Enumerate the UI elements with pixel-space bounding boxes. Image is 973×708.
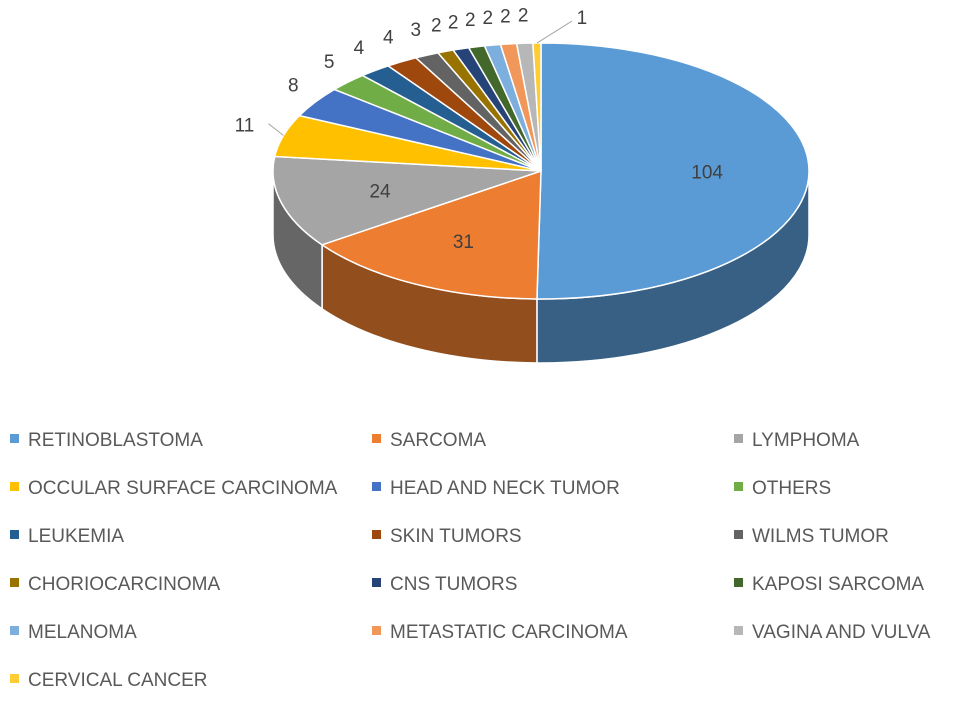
data-label-metastatic-carcinoma: 2 xyxy=(500,6,511,27)
legend-item-occular-surface-carcinoma: OCCULAR SURFACE CARCINOMA xyxy=(10,476,337,502)
data-label-retinoblastoma: 104 xyxy=(691,163,723,184)
legend-swatch xyxy=(372,578,381,588)
data-label-leukemia: 4 xyxy=(354,38,365,59)
legend-swatch xyxy=(10,482,19,492)
legend-label: VAGINA AND VULVA xyxy=(752,622,931,643)
leader-line-cervical-cancer xyxy=(536,20,573,44)
legend-swatch xyxy=(372,482,381,492)
legend-label: SKIN TUMORS xyxy=(390,526,522,547)
data-label-sarcoma: 31 xyxy=(453,232,474,253)
data-label-others: 5 xyxy=(324,52,335,73)
legend-label: HEAD AND NECK TUMOR xyxy=(390,478,620,499)
legend-swatch xyxy=(10,530,19,540)
legend-swatch xyxy=(734,482,743,492)
legend-label: MELANOMA xyxy=(28,622,137,643)
legend-item-wilms-tumor: WILMS TUMOR xyxy=(734,524,889,550)
leader-line-occular-surface-carcinoma xyxy=(268,123,284,136)
legend-item-head-and-neck-tumor: HEAD AND NECK TUMOR xyxy=(372,476,620,502)
legend-item-others: OTHERS xyxy=(734,476,831,502)
legend-swatch xyxy=(734,626,743,636)
legend-label: CERVICAL CANCER xyxy=(28,670,208,691)
legend-label: LYMPHOMA xyxy=(752,430,860,451)
slice-retinoblastoma xyxy=(536,42,810,300)
data-label-cervical-cancer: 1 xyxy=(577,8,588,29)
leader-lines xyxy=(268,20,573,136)
legend-item-choriocarcinoma: CHORIOCARCINOMA xyxy=(10,572,220,598)
legend-label: OTHERS xyxy=(752,478,832,499)
legend-item-leukemia: LEUKEMIA xyxy=(10,524,124,550)
legend-item-kaposi-sarcoma: KAPOSI SARCOMA xyxy=(734,572,924,598)
data-label-head-and-neck-tumor: 8 xyxy=(288,76,299,97)
legend-item-lymphoma: LYMPHOMA xyxy=(734,428,859,454)
legend-item-metastatic-carcinoma: METASTATIC CARCINOMA xyxy=(372,620,628,646)
legend-label: OCCULAR SURFACE CARCINOMA xyxy=(28,478,338,499)
legend-item-cervical-cancer: CERVICAL CANCER xyxy=(10,668,208,694)
legend-swatch xyxy=(734,530,743,540)
legend-label: METASTATIC CARCINOMA xyxy=(390,622,628,643)
legend-swatch xyxy=(372,530,381,540)
legend-swatch xyxy=(734,434,743,444)
slice-sarcoma xyxy=(320,169,542,300)
data-label-melanoma: 2 xyxy=(482,8,493,29)
legend-label: WILMS TUMOR xyxy=(752,526,889,547)
legend-swatch xyxy=(10,434,19,444)
data-label-lymphoma: 24 xyxy=(369,182,391,203)
pie-sides xyxy=(272,170,810,364)
legend-swatch xyxy=(10,578,19,588)
legend-item-vagina-and-vulva: VAGINA AND VULVA xyxy=(734,620,930,646)
slice-lymphoma xyxy=(272,155,542,246)
data-label-kaposi-sarcoma: 2 xyxy=(465,10,476,31)
legend-label: KAPOSI SARCOMA xyxy=(752,574,925,595)
legend-label: CHORIOCARCINOMA xyxy=(28,574,221,595)
legend-swatch xyxy=(10,674,19,684)
legend-item-sarcoma: SARCOMA xyxy=(372,428,486,454)
data-label-occular-surface-carcinoma: 11 xyxy=(235,116,255,137)
legend-swatch xyxy=(372,626,381,636)
data-label-skin-tumors: 4 xyxy=(383,28,394,49)
legend-label: CNS TUMORS xyxy=(390,574,518,595)
legend-label: RETINOBLASTOMA xyxy=(28,430,203,451)
legend-item-cns-tumors: CNS TUMORS xyxy=(372,572,517,598)
data-label-wilms-tumor: 3 xyxy=(410,20,421,41)
data-label-choriocarcinoma: 2 xyxy=(431,15,442,36)
pie-slices xyxy=(272,42,810,300)
data-label-cns-tumors: 2 xyxy=(448,12,459,33)
legend-item-skin-tumors: SKIN TUMORS xyxy=(372,524,522,550)
legend-swatch xyxy=(372,434,381,444)
legend-item-melanoma: MELANOMA xyxy=(10,620,137,646)
legend-swatch xyxy=(10,626,19,636)
legend-swatch xyxy=(734,578,743,588)
legend-item-retinoblastoma: RETINOBLASTOMA xyxy=(10,428,203,454)
data-label-vagina-and-vulva: 2 xyxy=(518,6,529,27)
legend-label: SARCOMA xyxy=(390,430,487,451)
legend-label: LEUKEMIA xyxy=(28,526,125,547)
